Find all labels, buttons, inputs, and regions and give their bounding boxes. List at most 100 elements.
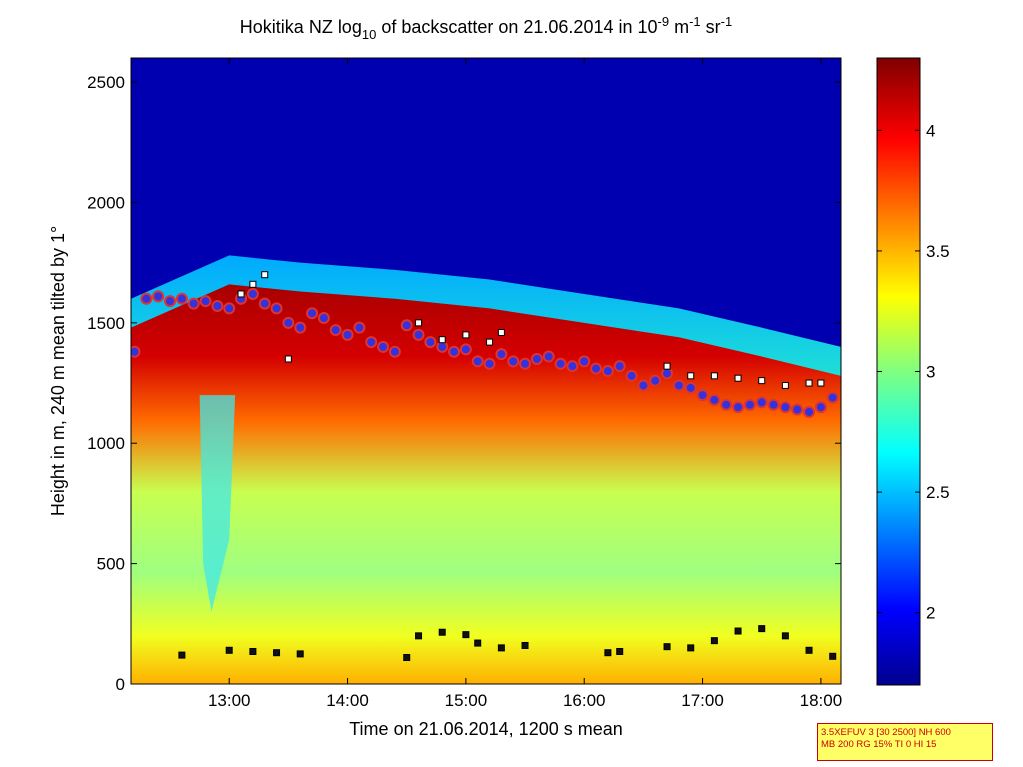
layer-circle [672, 379, 685, 392]
detection-square [687, 372, 695, 380]
layer-circle [554, 357, 567, 370]
x-tick-label: 18:00 [800, 691, 843, 710]
chart-title: Hokitika NZ log10 of backscatter on 21.0… [240, 14, 732, 42]
layer-circle [578, 355, 591, 368]
layer-circle [436, 340, 449, 353]
x-tick-label: 17:00 [681, 691, 724, 710]
layer-circle [377, 340, 390, 353]
detection-square [805, 646, 813, 654]
layer-circle [661, 367, 674, 380]
detection-square [296, 650, 304, 658]
layer-circle [187, 297, 200, 310]
x-tick-label: 16:00 [563, 691, 606, 710]
layer-circle [720, 398, 733, 411]
detection-square [663, 362, 671, 370]
detection-markers [131, 271, 839, 662]
x-tick-label: 15:00 [445, 691, 488, 710]
detection-square [284, 355, 292, 363]
layer-circle [164, 295, 177, 308]
detection-square [438, 628, 446, 636]
detection-square [273, 649, 281, 657]
detection-square [687, 644, 695, 652]
clear-air-plume [199, 395, 236, 612]
layer-circle [270, 302, 283, 315]
layer-circle [743, 398, 756, 411]
layer-circle [495, 348, 508, 361]
layer-circle [637, 379, 650, 392]
detection-square [734, 374, 742, 382]
layer-circle [803, 405, 816, 418]
layer-circle [365, 336, 378, 349]
detection-square [403, 654, 411, 662]
layer-circle [353, 321, 366, 334]
detection-square [710, 372, 718, 380]
layer-circle [424, 336, 437, 349]
layer-circle [258, 297, 271, 310]
layer-circle [388, 345, 401, 358]
layer-circle [601, 365, 614, 377]
colorbar-gradient [876, 57, 921, 686]
layer-circle [755, 396, 768, 409]
detection-square [462, 631, 470, 639]
colorbar-tick-label: 4 [926, 121, 935, 140]
detection-square [758, 625, 766, 633]
layer-circle [246, 287, 259, 300]
detection-square [474, 639, 482, 647]
layer-circle [448, 345, 461, 358]
layer-circle [684, 381, 697, 394]
y-tick-label: 2000 [87, 193, 125, 212]
layer-circle [791, 403, 804, 416]
detection-square [829, 652, 837, 660]
layer-circle [471, 355, 484, 368]
layer-circle [530, 352, 543, 365]
y-tick-label: 1000 [87, 434, 125, 453]
detection-square [781, 381, 789, 389]
layer-circle [542, 350, 555, 363]
detection-square [249, 647, 257, 655]
layer-circle [211, 299, 224, 312]
colorbar-tick-label: 3.5 [926, 242, 950, 261]
info-line-1: 3.5XEFUV 3 [30 2500] NH 600 [821, 727, 951, 738]
detection-square [497, 644, 505, 652]
layer-circle [175, 292, 188, 305]
backscatter-field [131, 255, 841, 684]
layer-circle [566, 360, 579, 373]
layer-circle [317, 312, 330, 325]
layer-circle [483, 357, 496, 370]
layer-circle [732, 401, 745, 414]
y-tick-label: 500 [97, 555, 125, 574]
x-tick-label: 13:00 [208, 691, 251, 710]
layer-circle [131, 345, 141, 358]
layer-circle [519, 357, 532, 370]
colorbar: 2 2.5 3 3.5 4 [876, 57, 950, 686]
layer-circle [649, 374, 662, 387]
detection-square [817, 379, 825, 387]
detection-square [225, 646, 233, 654]
layer-circle [613, 360, 626, 373]
layer-circle [199, 295, 212, 308]
layer-circle [329, 324, 342, 337]
colorbar-tick-label: 2.5 [926, 483, 950, 502]
plot-area [131, 58, 841, 684]
y-tick-label: 2500 [87, 73, 125, 92]
layer-circle [152, 290, 165, 303]
plot-frame [130, 57, 842, 685]
detection-square [521, 641, 529, 649]
layer-circle [826, 391, 839, 404]
layer-circle [625, 369, 638, 382]
layer-circle [294, 321, 307, 334]
detection-square [758, 377, 766, 385]
layer-circle [708, 393, 721, 406]
detection-square [734, 627, 742, 635]
layer-circle [412, 328, 425, 341]
layer-circle [696, 389, 709, 402]
layer-circle [779, 401, 792, 414]
processing-info-box: 3.5XEFUV 3 [30 2500] NH 600 MB 200 RG 15… [817, 723, 993, 761]
layer-circle [223, 302, 236, 315]
y-axis: 0 500 1000 1500 2000 2500 [87, 73, 841, 694]
info-line-2: MB 200 RG 15% TI 0 HI 15 [821, 739, 937, 750]
layer-circle [282, 316, 295, 329]
layer-circle [507, 355, 520, 368]
boundary-layer-field [131, 284, 841, 684]
